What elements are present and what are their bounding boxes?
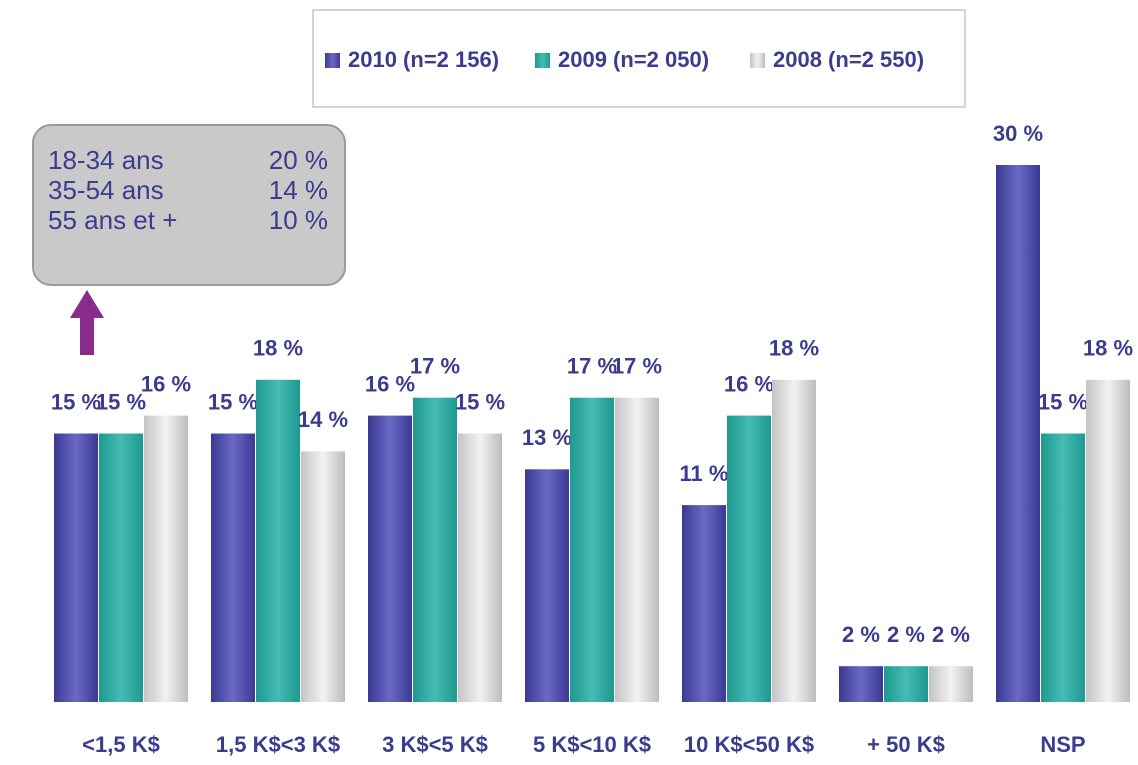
bar [570,397,614,702]
bar [615,397,659,702]
annotation-value: 10 % [269,205,328,235]
legend-label: 2008 (n=2 550) [773,47,924,72]
data-label: 16 % [724,371,774,396]
annotation-value: 14 % [269,175,328,205]
data-label: 11 % [680,461,729,486]
legend-swatch [750,53,765,68]
bar [682,505,726,702]
data-label: 14 % [298,407,348,432]
legend-swatch [535,53,550,68]
data-label: 2 % [887,622,925,647]
x-tick-label: + 50 K$ [867,732,945,757]
data-label: 30 % [993,121,1043,146]
annotation-box [32,124,346,286]
annotation-value: 20 % [269,145,328,175]
data-label: 2 % [932,622,970,647]
bar [727,415,771,702]
bar [772,379,816,702]
bar [144,415,188,702]
bar [413,397,457,702]
x-tick-label: NSP [1040,732,1085,757]
bar [884,666,928,702]
data-label: 17 % [410,354,460,379]
data-label: 18 % [769,336,819,361]
annotation-label: 35-54 ans [48,175,164,205]
data-label: 17 % [612,354,662,379]
bar [1041,433,1085,702]
annotation-label: 55 ans et + [48,205,177,235]
data-label: 16 % [365,371,415,396]
bar [99,433,143,702]
x-tick-label: 3 K$<5 K$ [382,732,488,757]
legend-box [312,9,966,108]
data-label: 2 % [842,622,880,647]
data-label: 15 % [455,389,505,414]
data-label: 17 % [567,354,617,379]
annotation-label: 18-34 ans [48,145,164,175]
bar [211,433,255,702]
bar [525,469,569,702]
bar [54,433,98,702]
bar [368,415,412,702]
x-tick-label: 10 K$<50 K$ [684,732,814,757]
data-label: 15 % [96,389,146,414]
bar [1086,379,1130,702]
data-label: 18 % [1083,336,1133,361]
data-label: 13 % [522,425,572,450]
bar [839,666,883,702]
legend-swatch [325,53,340,68]
bar [996,165,1040,702]
x-tick-label: 1,5 K$<3 K$ [216,732,340,757]
bar [929,666,973,702]
data-label: 15 % [51,389,101,414]
data-label: 15 % [1038,389,1088,414]
legend-label: 2010 (n=2 156) [348,47,499,72]
bar [256,379,300,702]
legend-label: 2009 (n=2 050) [558,47,709,72]
bar [458,433,502,702]
x-tick-label: 5 K$<10 K$ [533,732,651,757]
data-label: 15 % [208,389,258,414]
bar [301,451,345,702]
data-label: 16 % [141,371,191,396]
arrow [70,290,104,355]
x-tick-label: <1,5 K$ [82,732,160,757]
data-label: 18 % [253,336,303,361]
